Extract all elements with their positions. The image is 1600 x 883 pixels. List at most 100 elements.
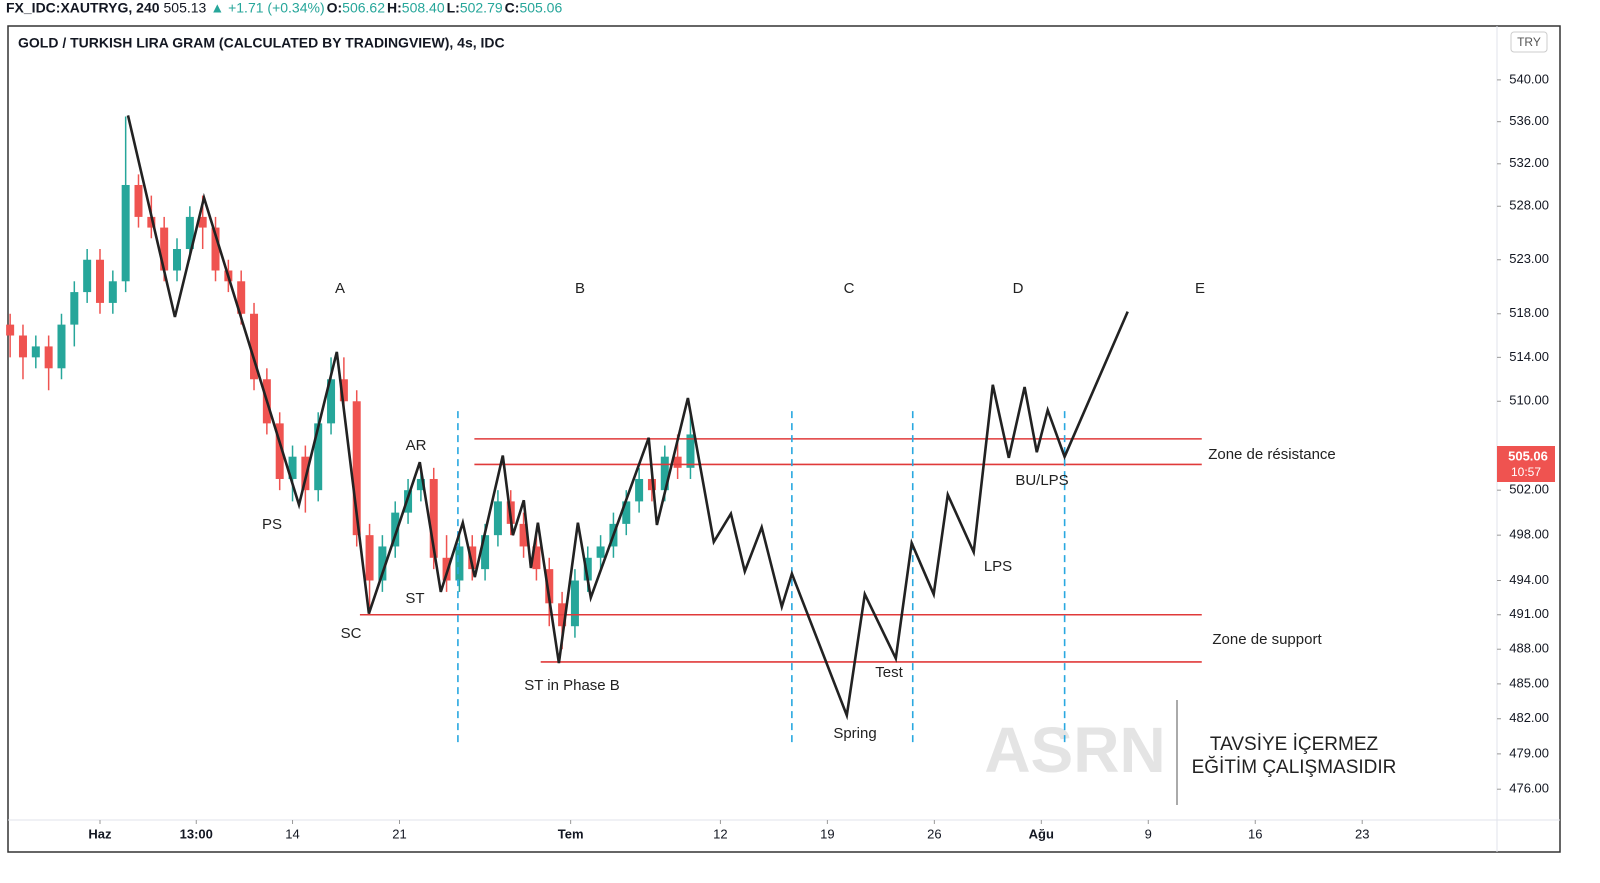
annotation: BU/LPS: [1015, 472, 1068, 489]
candle-body: [95, 259, 104, 303]
candle-body: [596, 546, 605, 558]
candle-body: [545, 569, 554, 604]
header: FX_IDC:XAUTRYG, 240 505.13 ▲ +1.71 (+0.34%…: [6, 0, 562, 16]
candle-body: [404, 490, 413, 513]
candle-body: [570, 580, 579, 627]
candle-body: [185, 216, 194, 250]
candle-body: [660, 456, 669, 491]
x-tick-label: Tem: [558, 826, 584, 841]
y-tick-label: 532.00: [1509, 155, 1549, 170]
annotation: Spring: [833, 725, 876, 742]
annotation: Zone de support: [1212, 631, 1322, 648]
candle-body: [327, 379, 336, 424]
y-tick-label: 536.00: [1509, 113, 1549, 128]
y-tick-label: 523.00: [1509, 251, 1549, 266]
annotation: PS: [262, 516, 282, 533]
candle-body: [237, 281, 246, 314]
x-tick-label: 23: [1355, 826, 1369, 841]
annotation: B: [575, 280, 585, 297]
annotation: A: [335, 280, 345, 297]
price-tag-value: 505.06: [1508, 448, 1548, 463]
y-tick-label: 498.00: [1509, 527, 1549, 542]
y-tick-label: 510.00: [1509, 393, 1549, 408]
candle-body: [288, 456, 297, 479]
candle-body: [57, 324, 66, 369]
y-tick-label: 488.00: [1509, 641, 1549, 656]
candle-body: [686, 434, 695, 468]
candle-body: [416, 478, 425, 491]
candle-body: [198, 216, 207, 228]
ohlc-label: H:: [387, 0, 402, 16]
y-tick-label: 494.00: [1509, 572, 1549, 587]
x-tick-label: 13:00: [180, 826, 213, 841]
x-tick-label: 19: [820, 826, 834, 841]
candle-body: [301, 456, 310, 491]
annotation: ST: [405, 590, 424, 607]
x-tick-label: 14: [285, 826, 299, 841]
candle-body: [635, 478, 644, 502]
candle-body: [378, 546, 387, 581]
candle-body: [455, 546, 464, 581]
candle-body: [160, 227, 169, 271]
ohlc-value: 508.40: [402, 0, 445, 16]
candle-body: [121, 184, 130, 282]
candle-body: [519, 523, 528, 547]
annotation: ST in Phase B: [524, 677, 620, 694]
candle-body: [468, 546, 477, 570]
symbol: FX_IDC:XAUTRYG, 240: [6, 0, 160, 16]
candle-body: [31, 346, 40, 358]
disclaimer: TAVSİYE İÇERMEZ: [1210, 734, 1379, 755]
ohlc-value: 506.62: [342, 0, 385, 16]
y-tick-label: 502.00: [1509, 482, 1549, 497]
y-tick-label: 514.00: [1509, 349, 1549, 364]
candle-body: [442, 557, 451, 581]
candle-body: [622, 501, 631, 524]
candle-body: [275, 423, 284, 479]
annotation: Zone de résistance: [1208, 446, 1336, 463]
x-tick-label: Ağu: [1029, 826, 1054, 841]
candle-body: [83, 259, 92, 293]
candle-body: [314, 423, 323, 491]
candle-body: [673, 456, 682, 468]
candle-body: [532, 546, 541, 570]
candle-body: [250, 313, 259, 380]
candle-body: [134, 184, 143, 217]
annotation: C: [844, 280, 855, 297]
x-tick-label: 26: [927, 826, 941, 841]
annotation: LPS: [984, 558, 1012, 575]
y-tick-label: 518.00: [1509, 305, 1549, 320]
price-tag: [1497, 446, 1555, 482]
annotation: Test: [875, 664, 903, 681]
candle-body: [44, 346, 53, 369]
x-tick-label: 21: [392, 826, 406, 841]
ohlc-label: C:: [505, 0, 520, 16]
candle-body: [352, 401, 361, 536]
y-tick-label: 540.00: [1509, 71, 1549, 86]
y-tick-label: 528.00: [1509, 198, 1549, 213]
candle-body: [365, 535, 374, 581]
annotation: D: [1013, 280, 1024, 297]
ohlc-value: 502.79: [460, 0, 503, 16]
countdown: 10:57: [1511, 465, 1541, 479]
candle-body: [583, 557, 592, 581]
candle-body: [493, 501, 502, 536]
y-tick-label: 479.00: [1509, 745, 1549, 760]
annotation: E: [1195, 280, 1205, 297]
candle-body: [481, 535, 490, 570]
ohlc-label: O:: [327, 0, 343, 16]
candle-body: [108, 281, 117, 303]
candle-body: [18, 335, 27, 358]
annotation: SC: [341, 625, 362, 642]
x-tick-label: 12: [713, 826, 727, 841]
price-change: ▲ +1.71 (+0.34%): [210, 0, 324, 16]
wyckoff-path: [126, 115, 1129, 721]
candle-body: [70, 292, 79, 325]
last-price: 505.13: [164, 0, 207, 16]
x-tick-label: 16: [1248, 826, 1262, 841]
currency: TRY: [1517, 35, 1541, 49]
ohlc-value: 505.06: [519, 0, 562, 16]
annotation: AR: [406, 437, 427, 454]
y-tick-label: 485.00: [1509, 675, 1549, 690]
y-tick-label: 482.00: [1509, 710, 1549, 725]
